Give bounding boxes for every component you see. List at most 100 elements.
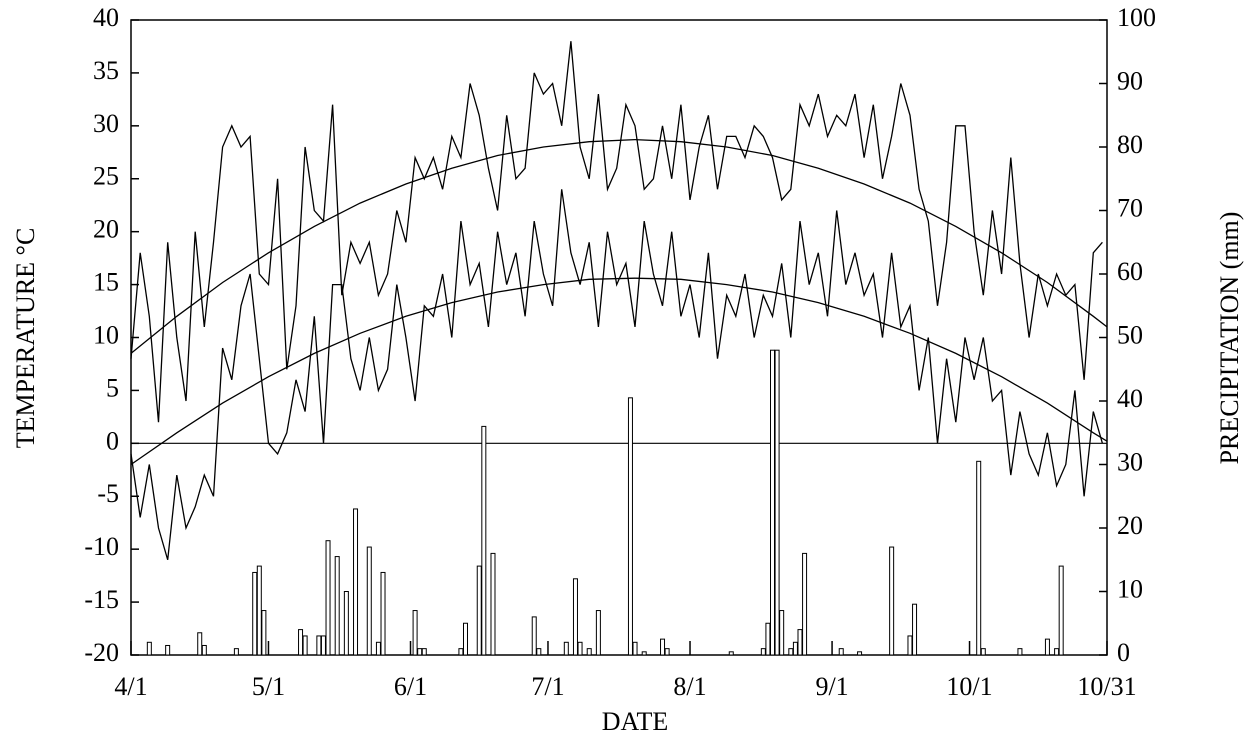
y-tick-label: 15 (93, 268, 119, 297)
precipitation-bar (760, 648, 766, 656)
precipitation-bar (765, 622, 771, 656)
precipitation-bar (476, 565, 482, 656)
y2-axis-label: PRECIPITATION (mm) (1215, 212, 1244, 465)
precipitation-bar (458, 648, 464, 656)
precipitation-bar (316, 635, 322, 656)
precipitation-bar (980, 648, 986, 656)
temperature-line (130, 189, 1104, 560)
y2-tick-label: 70 (1117, 193, 1143, 222)
y-tick-label: 20 (93, 215, 119, 244)
precipitation-bar (770, 349, 776, 656)
temperature-line (130, 41, 1103, 423)
y-tick-label: -15 (84, 585, 119, 614)
y-tick-label: 25 (93, 162, 119, 191)
x-tick-label: 8/1 (673, 672, 706, 701)
precipitation-bar (641, 651, 647, 656)
precipitation-bar (577, 641, 583, 656)
y-tick-label: 5 (106, 373, 119, 402)
precipitation-bar (779, 610, 785, 656)
y-tick-label: -20 (84, 638, 119, 667)
precipitation-bar (252, 571, 258, 656)
precipitation-bar (797, 629, 803, 656)
y2-tick-label: 20 (1117, 511, 1143, 540)
precipitation-bar (481, 425, 487, 656)
x-tick-label: 7/1 (531, 672, 564, 701)
temperature-line (130, 138, 1108, 354)
y2-tick-label: 0 (1117, 638, 1130, 667)
precipitation-bar (325, 540, 331, 656)
precipitation-bar (462, 622, 468, 656)
precipitation-bar (563, 641, 569, 656)
precipitation-bar (857, 651, 863, 656)
precipitation-bar (802, 552, 808, 656)
precipitation-bar (889, 546, 895, 656)
y2-tick-label: 90 (1117, 66, 1143, 95)
precipitation-bar (302, 635, 308, 656)
precipitation-bar (586, 648, 592, 656)
precipitation-bar (197, 632, 203, 656)
precipitation-bar (664, 648, 670, 656)
x-tick-label: 9/1 (815, 672, 848, 701)
precipitation-bar (334, 556, 340, 656)
x-tick-label: 10/31 (1077, 672, 1136, 701)
precipitation-bar (233, 648, 239, 656)
y-tick-label: 35 (93, 56, 119, 85)
y2-tick-label: 50 (1117, 320, 1143, 349)
y-tick-label: 10 (93, 320, 119, 349)
x-tick-label: 5/1 (252, 672, 285, 701)
y-tick-label: 40 (93, 3, 119, 32)
precipitation-bar (838, 648, 844, 656)
y-tick-label: -5 (97, 479, 119, 508)
precipitation-bar (417, 648, 423, 656)
precipitation-bar (1058, 565, 1064, 656)
precipitation-bar (375, 641, 381, 656)
y2-tick-label: 10 (1117, 574, 1143, 603)
precipitation-bar (261, 610, 267, 656)
precipitation-bar (627, 397, 633, 656)
y-axis-label: TEMPERATURE °C (11, 228, 40, 449)
temperature-line (130, 277, 1108, 466)
precipitation-bar (595, 610, 601, 656)
precipitation-bar (660, 638, 666, 656)
precipitation-bar (256, 565, 262, 656)
precipitation-bar (421, 648, 427, 656)
x-tick-label: 4/1 (114, 672, 147, 701)
x-tick-label: 10/1 (946, 672, 992, 701)
precipitation-bar (366, 546, 372, 656)
precipitation-bar (201, 644, 207, 656)
precipitation-bar (728, 651, 734, 656)
precipitation-bar (792, 641, 798, 656)
y2-tick-label: 60 (1117, 257, 1143, 286)
y2-tick-label: 30 (1117, 447, 1143, 476)
x-axis-label: DATE (602, 707, 668, 736)
plot-frame (130, 19, 1108, 656)
precipitation-bar (412, 610, 418, 656)
precipitation-bar (572, 578, 578, 656)
precipitation-bar (1017, 648, 1023, 656)
precipitation-bar (165, 644, 171, 656)
y2-tick-label: 100 (1117, 3, 1156, 32)
x-tick-label: 6/1 (394, 672, 427, 701)
precipitation-bar (536, 648, 542, 656)
y-tick-label: 0 (106, 426, 119, 455)
precipitation-bar (343, 591, 349, 656)
y2-tick-label: 80 (1117, 130, 1143, 159)
precipitation-bar (531, 616, 537, 656)
precipitation-bar (907, 635, 913, 656)
y-tick-label: 30 (93, 109, 119, 138)
precipitation-bar (632, 641, 638, 656)
precipitation-bar (788, 648, 794, 656)
precipitation-bar (353, 508, 359, 656)
y2-tick-label: 40 (1117, 384, 1143, 413)
precipitation-bar (146, 641, 152, 656)
precipitation-bar (298, 629, 304, 656)
precipitation-bar (1054, 648, 1060, 656)
precipitation-bar (490, 552, 496, 656)
precipitation-bar (1044, 638, 1050, 656)
y-tick-label: -10 (84, 532, 119, 561)
precipitation-bar (380, 571, 386, 656)
precipitation-bar (912, 603, 918, 656)
precipitation-bar (976, 460, 982, 656)
precipitation-bar (774, 349, 780, 656)
